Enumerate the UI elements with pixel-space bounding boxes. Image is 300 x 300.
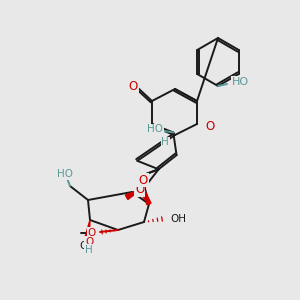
- Text: O: O: [138, 173, 148, 187]
- Text: OH: OH: [170, 214, 186, 224]
- Polygon shape: [85, 220, 90, 239]
- Text: O: O: [205, 119, 214, 133]
- Text: H: H: [85, 245, 93, 255]
- Text: HO: HO: [232, 77, 249, 87]
- Text: H: H: [161, 137, 169, 148]
- Text: O: O: [85, 237, 93, 247]
- Text: HO: HO: [147, 124, 163, 134]
- Text: O: O: [135, 183, 144, 196]
- Text: O: O: [128, 80, 138, 92]
- Text: OH: OH: [79, 241, 95, 251]
- Polygon shape: [135, 186, 149, 204]
- Polygon shape: [138, 177, 151, 205]
- Text: O: O: [88, 228, 96, 238]
- Polygon shape: [125, 187, 145, 200]
- Text: HO: HO: [57, 169, 73, 179]
